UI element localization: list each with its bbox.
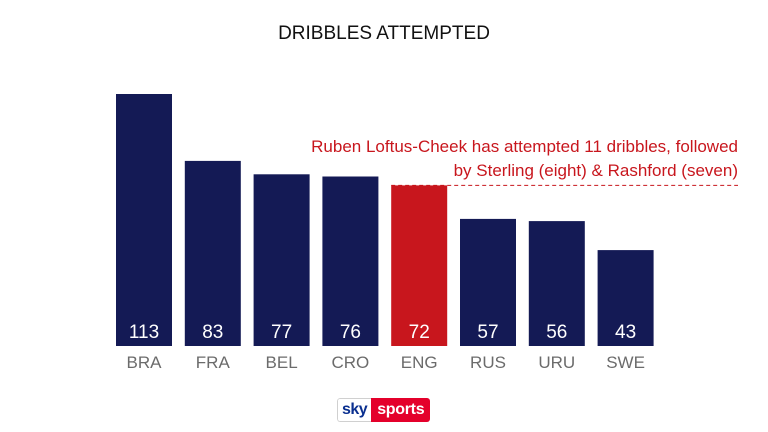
value-label-fra: 83 — [202, 322, 223, 343]
tick-label-uru: URU — [538, 353, 575, 372]
chart-title: DRIBBLES ATTEMPTED — [278, 23, 490, 44]
bar-rus — [460, 218, 516, 346]
bar-fra — [184, 160, 241, 346]
tick-label-rus: RUS — [470, 353, 506, 372]
bar-bel — [253, 174, 310, 346]
tick-label-fra: FRA — [196, 353, 231, 372]
value-label-rus: 57 — [477, 322, 498, 343]
value-label-eng: 72 — [409, 322, 430, 343]
bars-group — [116, 94, 654, 346]
tick-label-cro: CRO — [332, 353, 370, 372]
annotation-line-2: by Sterling (eight) & Rashford (seven) — [454, 161, 738, 180]
value-label-uru: 56 — [546, 322, 567, 343]
bar-uru — [528, 221, 585, 346]
bar-cro — [322, 176, 379, 346]
logo-sports-text: sports — [371, 398, 431, 422]
value-label-swe: 43 — [615, 322, 636, 343]
tick-labels-group: BRA FRA BEL CRO ENG RUS URU SWE — [127, 353, 645, 372]
tick-label-swe: SWE — [606, 353, 645, 372]
tick-label-eng: ENG — [401, 353, 438, 372]
value-label-cro: 76 — [340, 322, 361, 343]
value-label-bel: 77 — [271, 322, 292, 343]
logo-sky-text: sky — [337, 398, 372, 422]
tick-label-bel: BEL — [266, 353, 298, 372]
value-labels-group: 113 83 77 76 72 57 56 43 — [129, 322, 636, 343]
sky-sports-logo: sky sports — [337, 398, 431, 422]
annotation-line-1: Ruben Loftus-Cheek has attempted 11 drib… — [311, 137, 738, 156]
tick-label-bra: BRA — [127, 353, 163, 372]
bar-eng — [391, 185, 448, 346]
bar-bra — [116, 94, 172, 346]
bar-swe — [597, 250, 654, 346]
value-label-bra: 113 — [129, 322, 159, 343]
